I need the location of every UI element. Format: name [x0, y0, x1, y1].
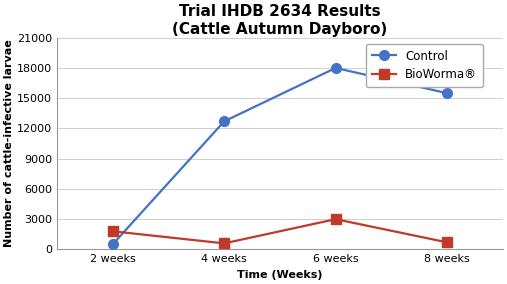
- Line: BioWorma®: BioWorma®: [108, 214, 452, 248]
- Control: [333, 66, 339, 70]
- Control: [221, 120, 227, 123]
- Title: Trial IHDB 2634 Results
(Cattle Autumn Dayboro): Trial IHDB 2634 Results (Cattle Autumn D…: [172, 4, 387, 37]
- X-axis label: Time (Weeks): Time (Weeks): [237, 270, 322, 280]
- Line: Control: Control: [108, 63, 452, 249]
- Y-axis label: Number of cattle-infective larvae: Number of cattle-infective larvae: [4, 40, 14, 247]
- Legend: Control, BioWorma®: Control, BioWorma®: [366, 44, 483, 87]
- BioWorma®: [333, 218, 339, 221]
- BioWorma®: [221, 242, 227, 245]
- BioWorma®: [444, 241, 450, 244]
- Control: [444, 91, 450, 95]
- BioWorma®: [110, 229, 116, 233]
- Control: [110, 243, 116, 246]
